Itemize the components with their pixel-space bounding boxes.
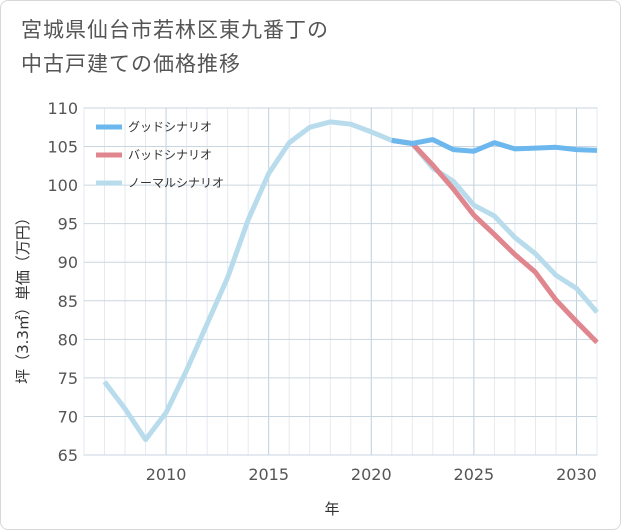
series-line-0 (391, 137, 598, 154)
y-tick-label: 100 (47, 176, 78, 195)
y-tick-label: 70 (58, 407, 78, 426)
series-line-2 (102, 119, 599, 443)
y-tick-label: 110 (47, 99, 78, 118)
legend-label-2: ノーマルシナリオ (128, 176, 224, 190)
y-tick-label: 65 (58, 446, 78, 465)
chart-title-line-2: 中古戸建ての価格推移 (21, 52, 241, 76)
y-tick-label: 90 (58, 253, 78, 272)
y-axis-label: 坪（3.3㎡）単価（万円） (14, 210, 32, 384)
y-tick-label: 85 (58, 292, 78, 311)
series-lines (102, 119, 599, 443)
x-tick-labels: 2010 2015 2020 2025 2030 (146, 465, 597, 484)
legend-label-1: バッドシナリオ (128, 148, 212, 162)
series-line-1 (391, 137, 599, 345)
y-tick-labels: 65 70 75 80 85 90 95 100 105 110 (47, 99, 78, 465)
x-axis-label: 年 (324, 500, 339, 518)
x-tick-label: 2015 (248, 465, 289, 484)
y-tick-label: 95 (58, 215, 78, 234)
chart-title: 宮城県仙台市若林区東九番丁の 中古戸建ての価格推移 (21, 13, 329, 81)
x-tick-label: 2025 (454, 465, 495, 484)
chart-title-line-1: 宮城県仙台市若林区東九番丁の (21, 18, 329, 42)
legend-label-0: グッドシナリオ (128, 120, 212, 134)
y-tick-label: 80 (58, 330, 78, 349)
y-tick-label: 75 (58, 369, 78, 388)
grid-lines (83, 107, 598, 456)
x-tick-label: 2030 (556, 465, 597, 484)
x-tick-label: 2010 (146, 465, 187, 484)
x-tick-label: 2020 (351, 465, 392, 484)
y-tick-label: 105 (47, 138, 78, 157)
